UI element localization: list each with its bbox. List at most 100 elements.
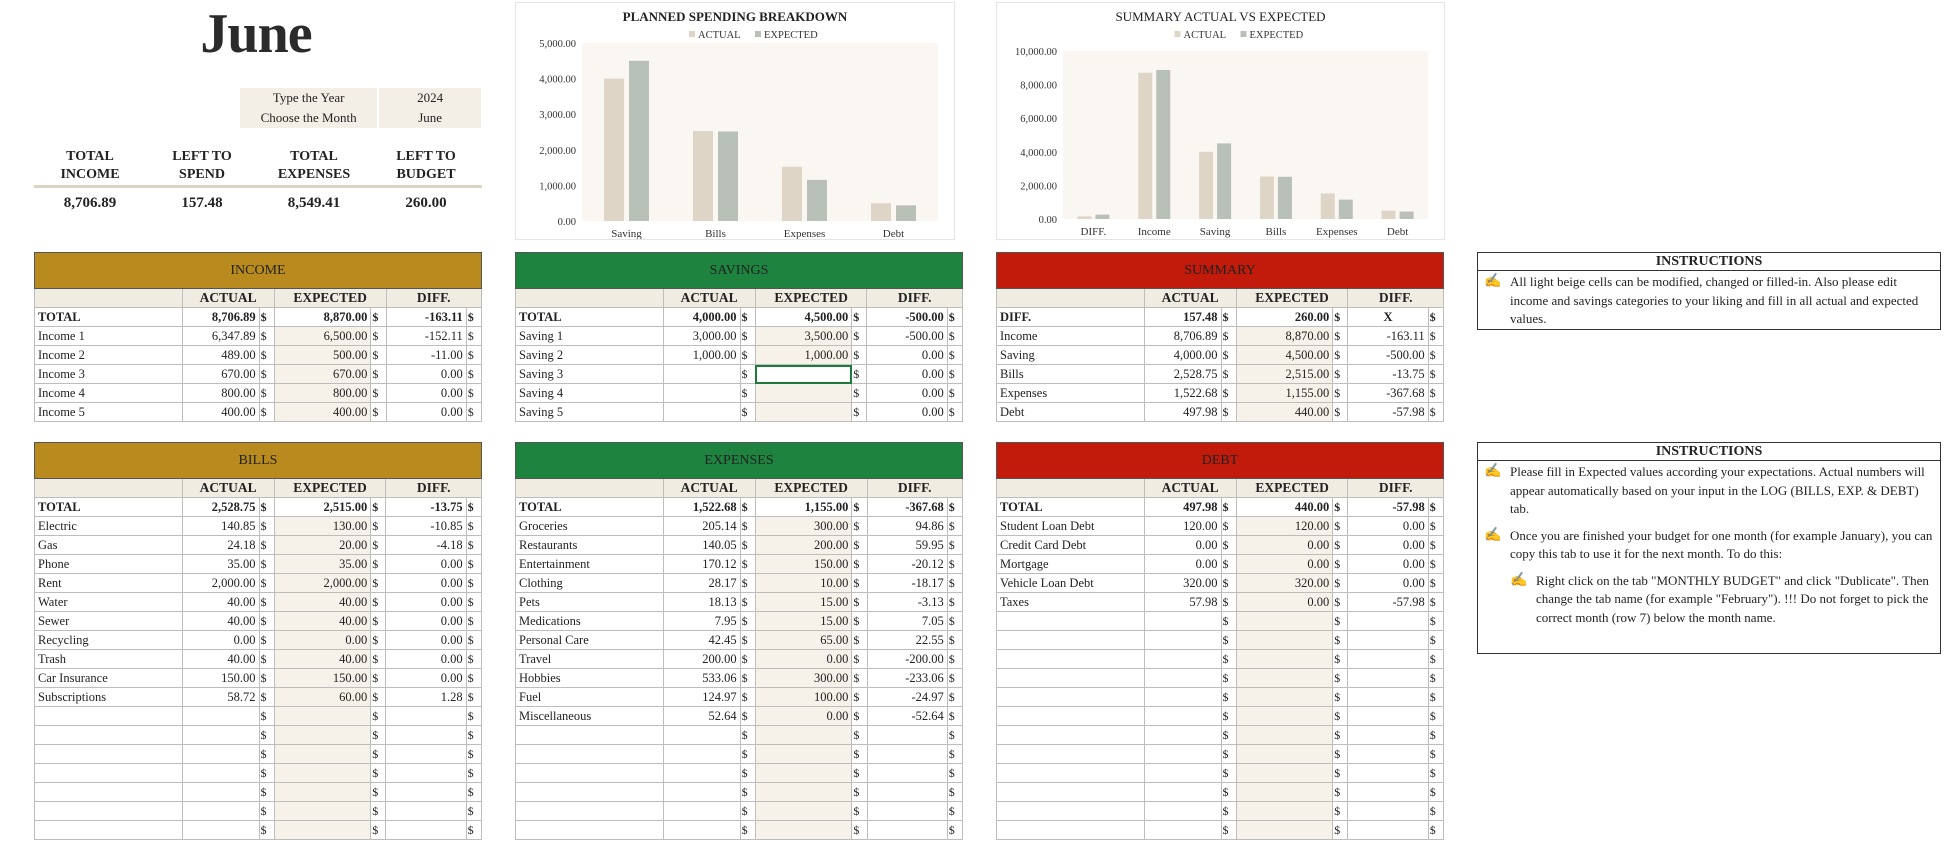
actual-cell[interactable] [1143,744,1222,764]
expected-cell[interactable]: 40.00 [273,649,372,669]
actual-cell[interactable]: 1,522.68 [1143,383,1222,403]
expected-cell[interactable]: 8,870.00 [1235,326,1334,346]
expected-cell[interactable] [273,706,372,726]
expected-cell[interactable]: 100.00 [754,687,853,707]
expected-cell[interactable]: 2,515.00 [1235,364,1334,384]
actual-cell[interactable]: 4,000.00 [662,307,741,327]
expected-cell[interactable] [273,725,372,745]
actual-cell[interactable] [1143,649,1222,669]
actual-cell[interactable]: 8,706.89 [181,307,260,327]
actual-cell[interactable]: 3,000.00 [662,326,741,346]
expected-cell[interactable]: 670.00 [273,364,372,384]
actual-cell[interactable]: 52.64 [662,706,741,726]
actual-cell[interactable] [662,364,741,384]
expected-cell[interactable] [754,763,853,783]
summary-chart[interactable]: SUMMARY ACTUAL VS EXPECTED ACTUAL EXPECTED… [996,2,1445,240]
actual-cell[interactable] [181,706,260,726]
expected-cell[interactable] [754,820,853,840]
expected-cell[interactable]: 130.00 [273,516,372,536]
expected-cell[interactable] [1235,763,1334,783]
actual-cell[interactable] [181,725,260,745]
actual-cell[interactable]: 205.14 [662,516,741,536]
actual-cell[interactable]: 2,528.75 [181,497,260,517]
actual-cell[interactable]: 40.00 [181,649,260,669]
expected-cell[interactable] [1235,611,1334,631]
actual-cell[interactable]: 8,706.89 [1143,326,1222,346]
actual-cell[interactable] [181,820,260,840]
actual-cell[interactable]: 800.00 [181,383,260,403]
actual-cell[interactable] [662,763,741,783]
actual-cell[interactable]: 28.17 [662,573,741,593]
expected-cell[interactable]: 300.00 [754,668,853,688]
expected-cell[interactable] [1235,687,1334,707]
actual-cell[interactable]: 489.00 [181,345,260,365]
expected-cell[interactable]: 200.00 [754,535,853,555]
actual-cell[interactable] [662,801,741,821]
actual-cell[interactable]: 124.97 [662,687,741,707]
expected-cell[interactable] [273,744,372,764]
actual-cell[interactable]: 200.00 [662,649,741,669]
actual-cell[interactable] [662,402,741,422]
actual-cell[interactable]: 533.06 [662,668,741,688]
actual-cell[interactable] [181,763,260,783]
expected-cell[interactable]: 15.00 [754,611,853,631]
expected-cell[interactable] [1235,668,1334,688]
expected-cell[interactable]: 440.00 [1235,497,1334,517]
expected-cell[interactable]: 40.00 [273,611,372,631]
expected-cell[interactable]: 15.00 [754,592,853,612]
expected-cell[interactable]: 60.00 [273,687,372,707]
expected-cell[interactable] [754,782,853,802]
expected-cell[interactable]: 120.00 [1235,516,1334,536]
actual-cell[interactable]: 1,000.00 [662,345,741,365]
expected-cell[interactable]: 0.00 [273,630,372,650]
actual-cell[interactable] [181,744,260,764]
expected-cell[interactable] [754,364,853,384]
expected-cell[interactable]: 400.00 [273,402,372,422]
actual-cell[interactable]: 497.98 [1143,402,1222,422]
actual-cell[interactable] [1143,725,1222,745]
expected-cell[interactable]: 300.00 [754,516,853,536]
actual-cell[interactable]: 400.00 [181,402,260,422]
expected-cell[interactable]: 500.00 [273,345,372,365]
expected-cell[interactable]: 4,500.00 [1235,345,1334,365]
expected-cell[interactable] [1235,725,1334,745]
actual-cell[interactable]: 670.00 [181,364,260,384]
actual-cell[interactable] [1143,820,1222,840]
actual-cell[interactable]: 2,528.75 [1143,364,1222,384]
actual-cell[interactable]: 157.48 [1143,307,1222,327]
expected-cell[interactable]: 4,500.00 [754,307,853,327]
actual-cell[interactable]: 0.00 [1143,535,1222,555]
actual-cell[interactable]: 497.98 [1143,497,1222,517]
month-select[interactable]: June [377,108,481,128]
expected-cell[interactable]: 0.00 [754,649,853,669]
expected-cell[interactable]: 3,500.00 [754,326,853,346]
expected-cell[interactable] [754,744,853,764]
actual-cell[interactable]: 2,000.00 [181,573,260,593]
year-input[interactable]: 2024 [377,88,481,108]
actual-cell[interactable] [1143,668,1222,688]
expected-cell[interactable] [1235,782,1334,802]
planned-spending-chart[interactable]: PLANNED SPENDING BREAKDOWN ACTUAL EXPECTED… [515,2,955,240]
actual-cell[interactable] [181,782,260,802]
actual-cell[interactable]: 150.00 [181,668,260,688]
actual-cell[interactable] [181,801,260,821]
expected-cell[interactable] [1235,744,1334,764]
actual-cell[interactable]: 4,000.00 [1143,345,1222,365]
actual-cell[interactable]: 18.13 [662,592,741,612]
expected-cell[interactable]: 150.00 [273,668,372,688]
actual-cell[interactable]: 40.00 [181,611,260,631]
expected-cell[interactable]: 0.00 [1235,554,1334,574]
actual-cell[interactable]: 170.12 [662,554,741,574]
actual-cell[interactable] [662,725,741,745]
expected-cell[interactable] [1235,649,1334,669]
expected-cell[interactable]: 0.00 [1235,592,1334,612]
expected-cell[interactable]: 40.00 [273,592,372,612]
expected-cell[interactable] [1235,801,1334,821]
actual-cell[interactable] [662,820,741,840]
actual-cell[interactable] [1143,782,1222,802]
expected-cell[interactable] [1235,820,1334,840]
actual-cell[interactable] [662,383,741,403]
actual-cell[interactable]: 35.00 [181,554,260,574]
expected-cell[interactable] [1235,706,1334,726]
expected-cell[interactable]: 1,155.00 [754,497,853,517]
